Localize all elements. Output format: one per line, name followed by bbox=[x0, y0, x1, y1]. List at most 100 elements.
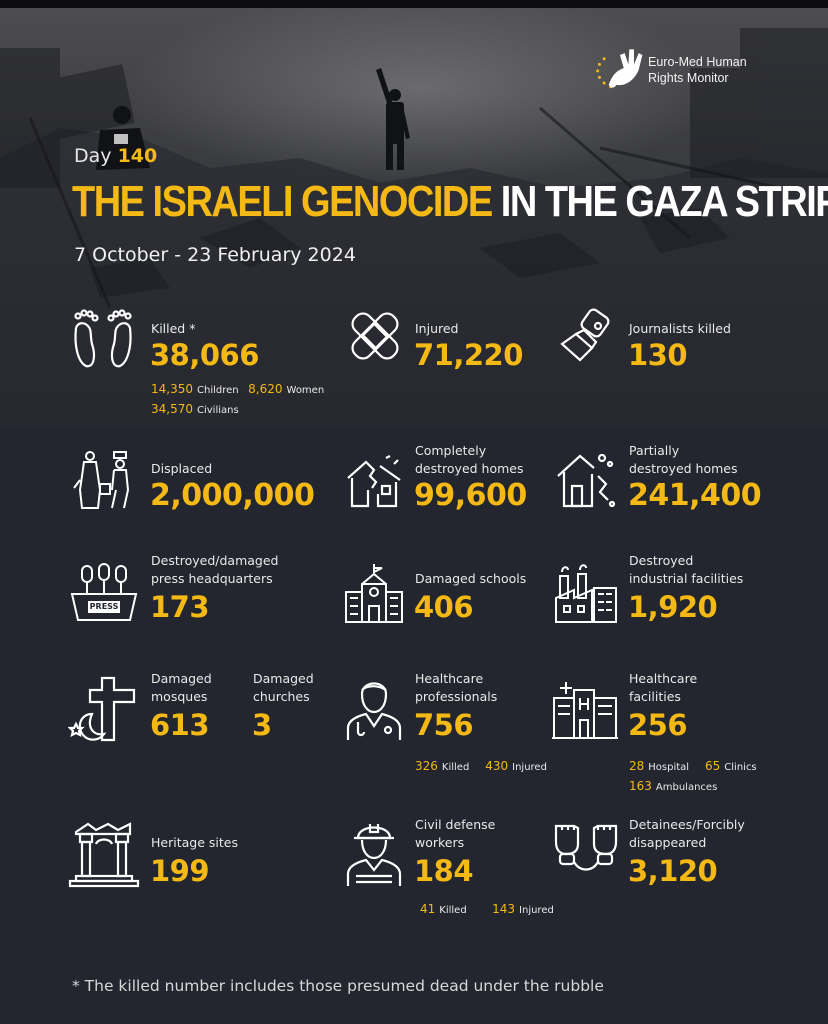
killed-label: Killed * bbox=[151, 321, 196, 336]
handcuffed-fists-icon bbox=[552, 820, 620, 884]
mosques-value: 613 bbox=[150, 708, 210, 742]
heritage-value: 199 bbox=[150, 854, 210, 888]
title-highlight: THE ISRAELI GENOCIDE bbox=[72, 178, 493, 227]
health-fac-value: 256 bbox=[628, 708, 688, 742]
industrial-label: Destroyed industrial facilities bbox=[629, 552, 743, 588]
health-fac-label: Healthcare facilities bbox=[629, 670, 697, 706]
heritage-label: Heritage sites bbox=[151, 835, 238, 850]
mosques-label-2: mosques bbox=[151, 689, 208, 704]
hospital-label: Hospital bbox=[648, 762, 690, 773]
killed-value: 38,066 bbox=[150, 338, 259, 372]
day-counter: Day 140 bbox=[74, 145, 157, 167]
health-pros-label: Healthcare professionals bbox=[415, 670, 497, 706]
civil-defense-worker-icon bbox=[344, 818, 404, 888]
schools-label: Damaged schools bbox=[415, 571, 527, 586]
destroyed-homes-label-1: Completely bbox=[415, 443, 487, 458]
displaced-label: Displaced bbox=[151, 461, 213, 476]
civil-defense-label-2: workers bbox=[415, 835, 465, 850]
ambulance-label: Ambulances bbox=[655, 782, 718, 793]
churches-label-2: churches bbox=[253, 689, 310, 704]
journalists-label: Journalists killed bbox=[629, 321, 731, 336]
press-label: Destroyed/damaged press headquarters bbox=[151, 552, 278, 588]
page-title: THE ISRAELI GENOCIDE IN THE GAZA STRIP bbox=[72, 178, 828, 227]
civil-defense-killed-count: 41 bbox=[420, 902, 436, 916]
hospital-icon bbox=[552, 680, 618, 740]
damaged-house-icon bbox=[554, 450, 618, 512]
civil-defense-injured-label: Injured bbox=[519, 905, 554, 916]
destroyed-house-icon bbox=[344, 454, 404, 510]
day-number: 140 bbox=[117, 145, 158, 167]
brand-line-2: Rights Monitor bbox=[648, 71, 729, 85]
journalist-handcuff-icon bbox=[554, 304, 618, 368]
health-pros-label-2: professionals bbox=[415, 689, 498, 704]
partial-homes-label-1: Partially bbox=[629, 443, 680, 458]
brand-name: Euro-Med Human Rights Monitor bbox=[648, 54, 747, 86]
partial-homes-value: 241,400 bbox=[628, 478, 762, 513]
detainees-label-2: disappeared bbox=[629, 835, 707, 850]
healthcare-professional-icon bbox=[344, 674, 404, 742]
hospital-count: 28 bbox=[629, 759, 645, 773]
industrial-label-2: industrial facilities bbox=[629, 571, 744, 586]
press-sign: PRESS bbox=[88, 601, 120, 613]
press-label-2: press headquarters bbox=[151, 571, 273, 586]
civil-defense-killed-label: Killed bbox=[439, 905, 467, 916]
civil-defense-label: Civil defense workers bbox=[415, 816, 495, 852]
detainees-label: Detainees/Forcibly disappeared bbox=[629, 816, 745, 852]
civil-defense-breakdown: 41 Killed 143 Injured bbox=[420, 902, 554, 916]
partial-homes-label: Partially destroyed homes bbox=[629, 442, 738, 478]
civil-defense-value: 184 bbox=[414, 854, 474, 888]
industrial-value: 1,920 bbox=[628, 590, 718, 624]
clinic-count: 65 bbox=[705, 759, 721, 773]
title-rest: IN THE GAZA STRIP bbox=[500, 178, 828, 227]
displaced-value: 2,000,000 bbox=[150, 478, 315, 513]
churches-label: Damaged churches bbox=[253, 670, 314, 706]
health-pros-injured-label: Injured bbox=[512, 762, 547, 773]
injured-label: Injured bbox=[415, 321, 459, 336]
churches-label-1: Damaged bbox=[253, 671, 314, 686]
health-pros-killed-label: Killed bbox=[441, 762, 470, 773]
industrial-label-1: Destroyed bbox=[629, 553, 694, 568]
children-count: 14,350 bbox=[151, 382, 193, 396]
injured-value: 71,220 bbox=[414, 338, 523, 372]
mosques-label-1: Damaged bbox=[151, 671, 212, 686]
detainees-label-1: Detainees/Forcibly bbox=[629, 817, 745, 832]
partial-homes-label-2: destroyed homes bbox=[629, 461, 738, 476]
health-fac-label-2: facilities bbox=[629, 689, 681, 704]
schools-value: 406 bbox=[414, 590, 474, 624]
press-value: 173 bbox=[150, 590, 210, 624]
destroyed-homes-value: 99,600 bbox=[414, 478, 527, 513]
displaced-family-icon bbox=[72, 450, 136, 514]
civil-defense-label-1: Civil defense bbox=[415, 817, 496, 832]
health-fac-breakdown-1: 28 Hospital 65 Clinics bbox=[629, 759, 757, 773]
heritage-ruins-icon bbox=[68, 820, 140, 888]
brand-line-1: Euro-Med Human bbox=[648, 55, 747, 69]
health-pros-breakdown: 326 Killed 430 Injured bbox=[415, 759, 547, 773]
press-label-1: Destroyed/damaged bbox=[151, 553, 279, 568]
date-range: 7 October - 23 February 2024 bbox=[74, 244, 356, 266]
bandage-icon bbox=[344, 306, 406, 366]
crescent-cross-icon bbox=[67, 674, 140, 744]
school-building-icon bbox=[344, 562, 404, 624]
clinic-label: Clinics bbox=[724, 762, 757, 773]
rubble-scene-illustration bbox=[0, 28, 828, 428]
destroyed-homes-label-2: destroyed homes bbox=[415, 461, 524, 476]
journalists-value: 130 bbox=[628, 338, 688, 372]
health-pros-value: 756 bbox=[414, 708, 474, 742]
press-microphones-icon: PRESS bbox=[70, 562, 138, 624]
health-pros-killed-count: 326 bbox=[415, 759, 438, 773]
day-label: Day bbox=[74, 145, 112, 167]
detainees-value: 3,120 bbox=[628, 854, 718, 888]
civil-defense-injured-count: 143 bbox=[492, 902, 516, 916]
civilians-count: 34,570 bbox=[151, 402, 193, 416]
dove-hand-icon bbox=[596, 49, 643, 89]
top-border bbox=[0, 0, 828, 8]
euro-med-logo bbox=[592, 44, 782, 94]
factory-icon bbox=[554, 562, 618, 624]
civilians-label: Civilians bbox=[197, 405, 239, 416]
destroyed-homes-label: Completely destroyed homes bbox=[415, 442, 524, 478]
churches-value: 3 bbox=[252, 708, 272, 742]
footnote: * The killed number includes those presu… bbox=[72, 977, 604, 995]
health-fac-label-1: Healthcare bbox=[629, 671, 698, 686]
women-label: Women bbox=[286, 385, 325, 396]
killed-breakdown-children-women: 14,350 Children 8,620 Women bbox=[151, 382, 324, 396]
